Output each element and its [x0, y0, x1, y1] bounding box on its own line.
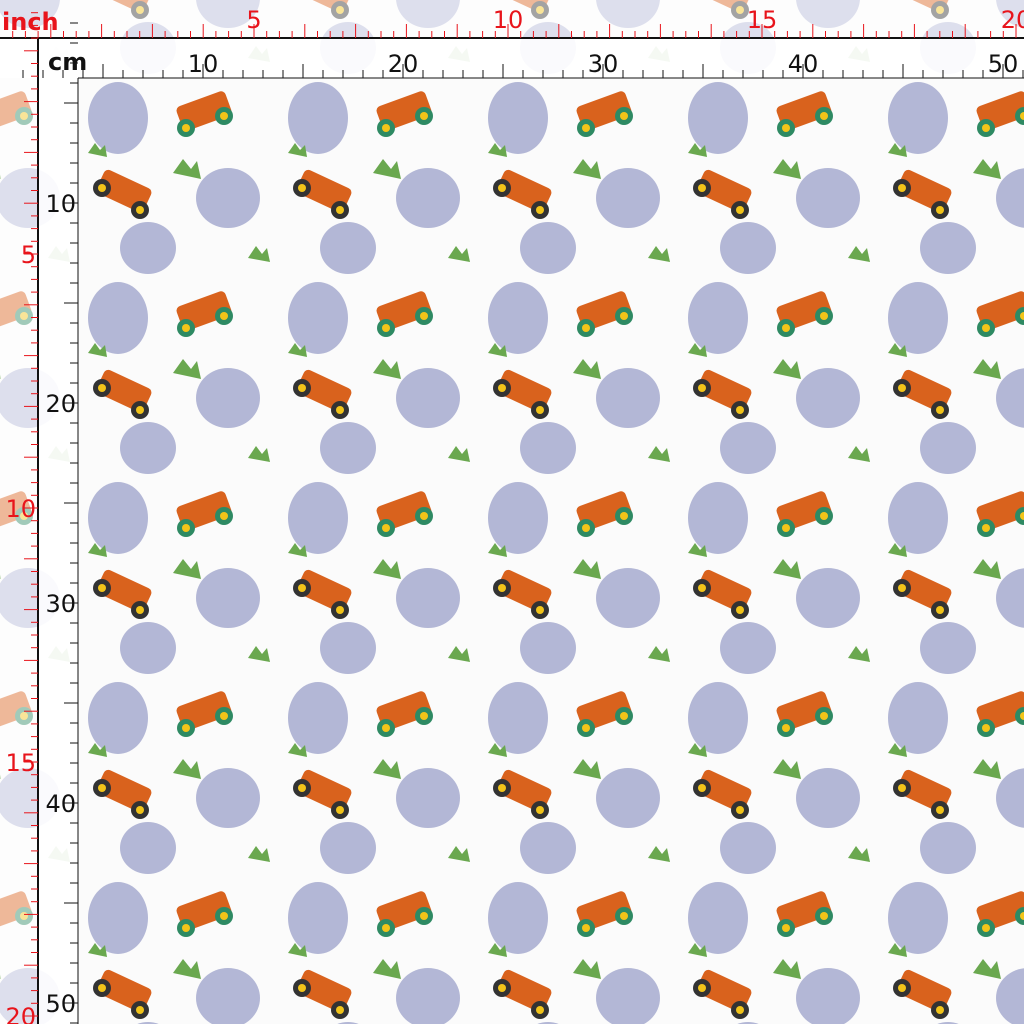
inch-number: 5: [21, 241, 36, 269]
cm-number: 20: [45, 390, 76, 418]
inch-number: 15: [5, 749, 36, 777]
cm-ruler-top: [0, 38, 1024, 78]
cm-number: 10: [188, 50, 219, 78]
cm-number: 20: [388, 50, 419, 78]
cm-number: 40: [45, 790, 76, 818]
inch-number: 5: [246, 6, 261, 34]
ruler-ticks: [12, 12, 1024, 1024]
inch-number: 10: [493, 6, 524, 34]
cm-number: 30: [588, 50, 619, 78]
inch-label: inch: [2, 8, 59, 36]
cm-number: 10: [45, 190, 76, 218]
cm-number: 30: [45, 590, 76, 618]
inch-number: 15: [747, 6, 778, 34]
cm-number: 40: [788, 50, 819, 78]
inch-number: 10: [5, 495, 36, 523]
inch-number: 20: [5, 1003, 36, 1024]
fabric-print: [78, 78, 1024, 1024]
cm-number: 50: [45, 990, 76, 1018]
inch-number: 20: [1001, 6, 1024, 34]
cm-label: cm: [48, 48, 87, 76]
cm-number: 50: [988, 50, 1019, 78]
cm-ruler-left: [38, 38, 78, 1024]
